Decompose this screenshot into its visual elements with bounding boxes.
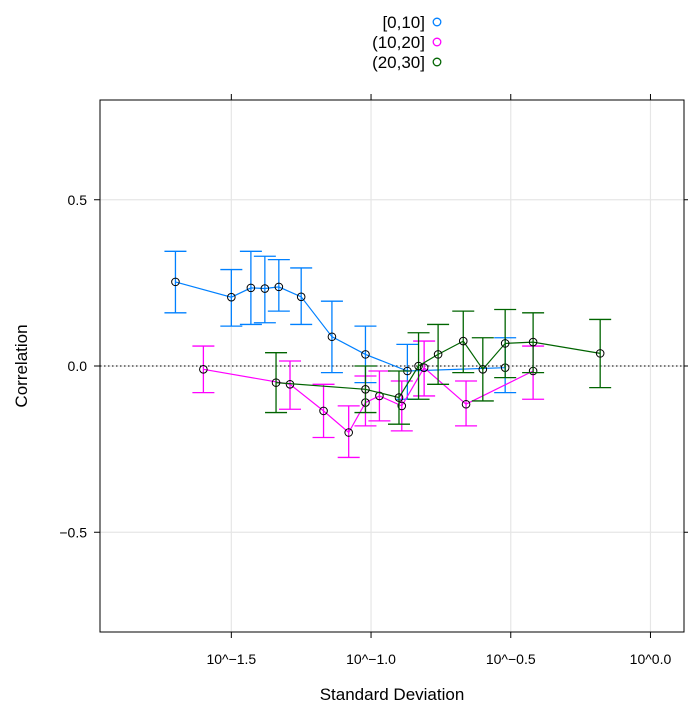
legend-marker (432, 57, 442, 67)
data-point (478, 365, 488, 374)
data-point (274, 282, 284, 292)
error-bar (337, 405, 360, 459)
data-point (171, 277, 180, 287)
error-bar (164, 250, 187, 314)
series-3 (265, 308, 612, 425)
data-point (260, 284, 270, 293)
data-point (361, 350, 370, 359)
error-bar (387, 370, 410, 425)
data-point (419, 363, 429, 372)
y-tick-label: 0.5 (68, 192, 88, 208)
series-2 (192, 340, 545, 459)
error-bar (354, 365, 377, 414)
series-line (275, 340, 601, 399)
error-bar (455, 380, 478, 427)
y-tick-label: 0.0 (68, 358, 88, 374)
error-bar (452, 310, 475, 374)
error-bar (494, 308, 517, 379)
error-bar (413, 340, 436, 397)
data-point (414, 361, 423, 371)
x-tick-label: 10^−0.5 (486, 651, 536, 667)
legend-label: (20,30] (372, 53, 425, 72)
y-tick-label: −0.5 (59, 524, 87, 540)
data-point (227, 292, 236, 302)
legend-marker (432, 37, 442, 47)
data-point (397, 401, 407, 411)
error-bar (589, 318, 612, 389)
data-point (361, 384, 370, 394)
data-point (327, 332, 337, 342)
y-axis-label: Correlation (12, 324, 31, 407)
error-bar (390, 380, 413, 432)
error-bar (220, 268, 243, 327)
x-tick-label: 10^−1.5 (206, 651, 256, 667)
data-point (458, 336, 468, 346)
legend: [0,10](10,20](20,30] (372, 13, 442, 72)
data-point (433, 350, 443, 359)
error-bar (267, 258, 290, 312)
legend-label: (10,20] (372, 33, 425, 52)
error-bar (320, 300, 343, 374)
series-1 (164, 250, 517, 400)
data-point (375, 391, 384, 401)
error-bar (253, 255, 276, 324)
error-bar (279, 360, 302, 410)
error-bar (290, 267, 313, 326)
x-tick-label: 10^0.0 (630, 651, 672, 667)
data-point (296, 292, 306, 302)
series-line (203, 366, 534, 434)
legend-label: [0,10] (382, 13, 425, 32)
data-point (319, 406, 328, 416)
error-bar (407, 332, 430, 400)
data-point (199, 365, 208, 374)
error-bar (427, 323, 450, 385)
legend-marker (432, 17, 442, 27)
x-tick-label: 10^−1.0 (346, 651, 396, 667)
error-bar (265, 352, 288, 414)
data-point (595, 349, 605, 358)
data-point (500, 339, 510, 348)
error-bar (239, 250, 262, 326)
error-bar (368, 370, 391, 422)
x-axis-label: Standard Deviation (320, 685, 465, 704)
error-bar (471, 337, 494, 402)
data-point (461, 399, 471, 409)
data-point (394, 393, 404, 402)
axes: 10^−1.5 10^−1.0 10^−0.5 10^0.0 −0.5 0.0 0.5 (59, 94, 688, 667)
data-point (344, 428, 353, 437)
error-bar (312, 383, 335, 439)
series-line (175, 281, 506, 372)
error-bar (192, 345, 215, 394)
data-point (246, 283, 256, 293)
data-point (271, 378, 281, 387)
error-bar (522, 312, 545, 374)
data-point (528, 337, 538, 347)
series-layer (164, 250, 612, 459)
